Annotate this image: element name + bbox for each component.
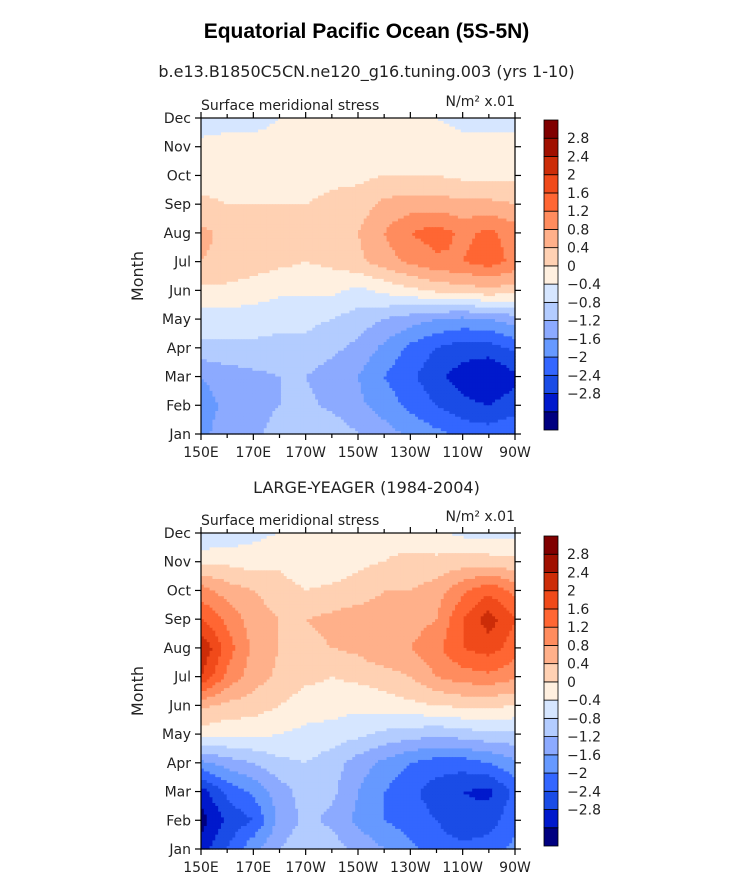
contour-field xyxy=(201,118,516,435)
contour-plot-1: JanFebMarAprMayJunJulAugSepOctNovDec150E… xyxy=(128,94,601,461)
